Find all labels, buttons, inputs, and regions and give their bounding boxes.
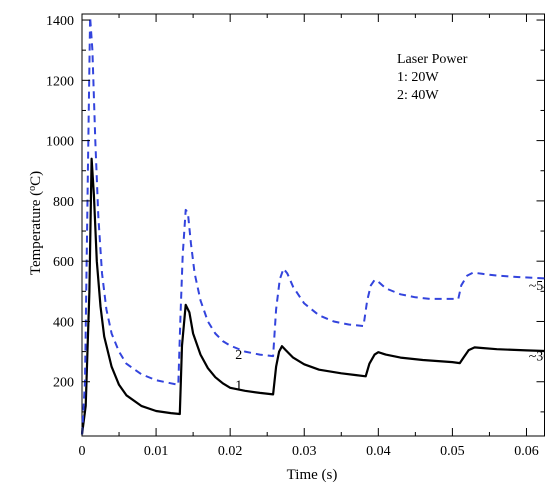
series-1-end-value-text: ~302 <box>529 350 545 365</box>
series-line-2 <box>81 16 545 435</box>
y-axis-title-unit: C) <box>28 171 44 186</box>
series-2-label: 2 <box>235 348 242 363</box>
x-tick-label: 0.04 <box>366 444 391 459</box>
x-tick-label: 0.03 <box>292 444 317 459</box>
y-tick-label: 1400 <box>46 14 74 29</box>
series-line-1 <box>80 157 545 435</box>
ticks-group: 0 0.01 0.02 0.03 0.04 0.05 0.06 200 400 600 800 100… <box>46 14 545 459</box>
y-tick-label: 200 <box>53 376 74 391</box>
series-1-end-value: ~302oC <box>529 347 545 365</box>
x-tick-label: 0.05 <box>440 444 465 459</box>
plot-frame <box>81 13 545 437</box>
plot-frame-group <box>81 13 545 437</box>
annotations-group: 1 2 ~302oC ~543oC- <box>235 276 545 394</box>
series-2-end-value-text: ~543 <box>529 279 545 294</box>
legend-entry-1: 1: 20W <box>397 70 439 85</box>
series-2-end-value: ~543oC- <box>529 276 545 294</box>
y-tick-label: 1000 <box>46 135 74 150</box>
y-axis-title-sup: o <box>27 186 38 191</box>
x-tick-label: 0 <box>79 444 86 459</box>
legend-title: Laser Power <box>397 52 468 67</box>
x-axis-title: Time (s) <box>287 467 338 483</box>
legend: Laser Power 1: 20W 2: 40W <box>397 52 468 103</box>
y-tick-label: 800 <box>53 195 74 210</box>
x-tick-label: 0.01 <box>144 444 169 459</box>
y-axis-title-main: Temperature ( <box>28 191 44 275</box>
legend-entry-2: 2: 40W <box>397 88 439 103</box>
x-tick-label: 0.02 <box>218 444 243 459</box>
series-group <box>80 16 545 435</box>
y-tick-label: 600 <box>53 255 74 270</box>
y-axis-title: Temperature (oC) <box>27 171 45 275</box>
x-tick-label: 0.06 <box>514 444 539 459</box>
y-tick-label: 1200 <box>46 74 74 89</box>
y-tick-label: 400 <box>53 315 74 330</box>
series-1-label: 1 <box>235 378 242 393</box>
